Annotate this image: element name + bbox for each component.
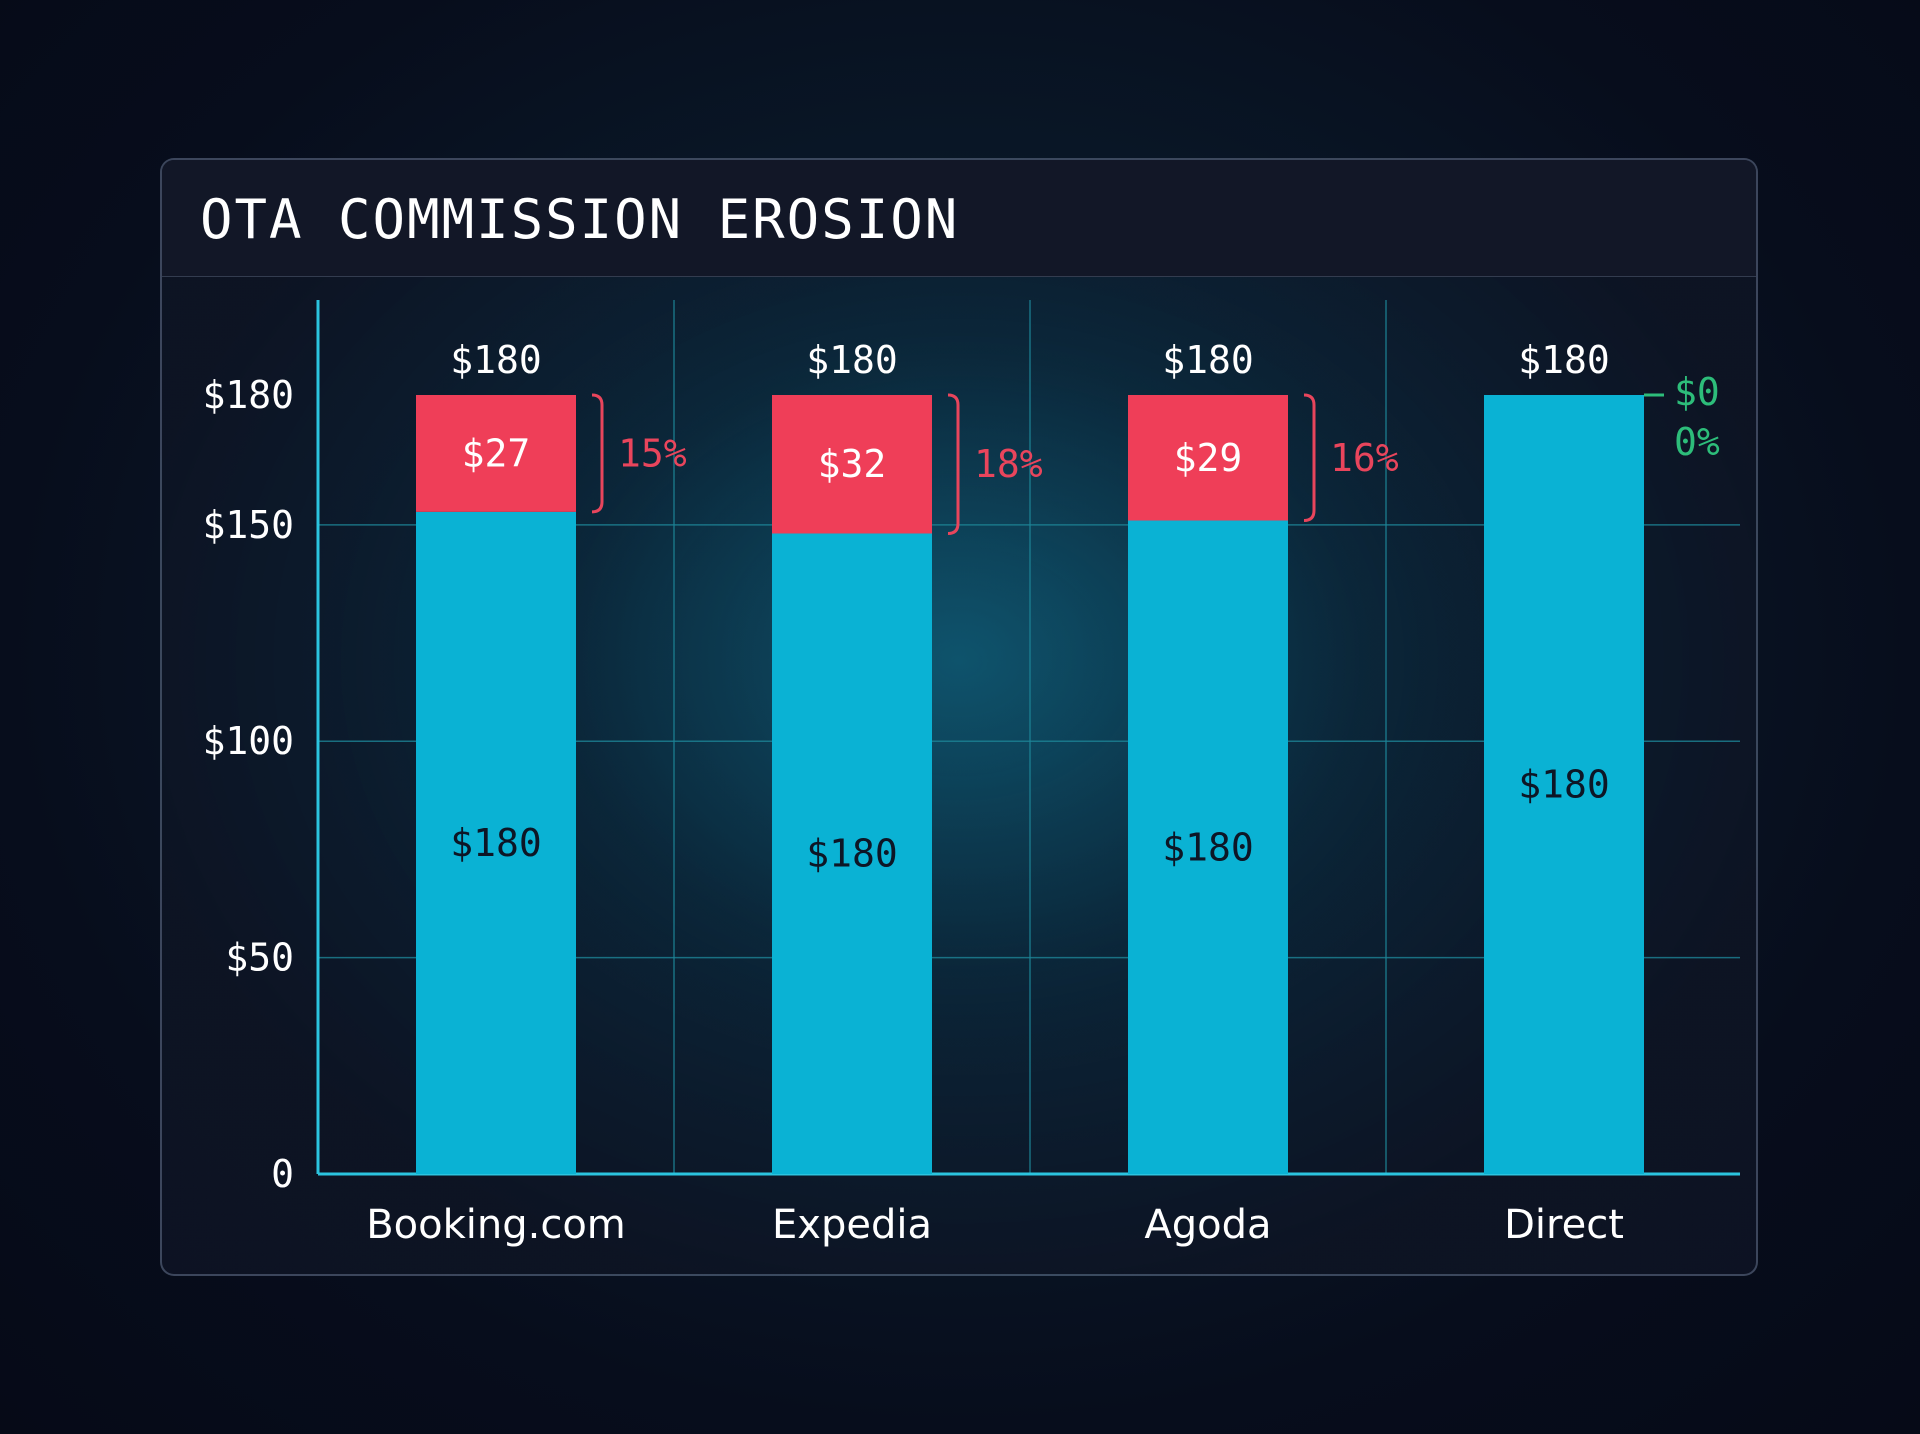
y-tick-label: $180	[202, 373, 294, 417]
bar-net-segment	[416, 511, 576, 1175]
y-tick-label: $150	[202, 503, 294, 547]
bar-inner-value-label: $180	[806, 832, 898, 876]
y-tick-label: $100	[202, 719, 294, 763]
commission-bracket	[947, 393, 960, 535]
commission-bracket	[1303, 393, 1316, 523]
bar-commission-segment	[772, 395, 932, 534]
bar-total-label: $180	[806, 338, 898, 382]
y-tick-label: 0	[271, 1152, 294, 1196]
commission-percent-label: 0%	[1674, 420, 1720, 464]
chart-panel: OTA COMMISSION EROSION 0 $50 $100 $150 $180 $…	[160, 158, 1758, 1276]
bar-total-label: $180	[450, 338, 542, 382]
bar-net-segment	[1128, 520, 1288, 1174]
bar-chart: 0 $50 $100 $150 $180 $27 15% $180 $180 Booking.co…	[202, 300, 1740, 1248]
bar-total-label: $180	[1162, 338, 1254, 382]
bar-inner-value-label: $180	[1162, 825, 1254, 869]
bar-commission-segment	[416, 395, 576, 512]
bar-net-segment	[772, 533, 932, 1174]
bar-total-label: $180	[1518, 338, 1610, 382]
x-category-label: Agoda	[1144, 1202, 1271, 1248]
bar-inner-value-label: $180	[450, 821, 542, 865]
bar-inner-value-label: $180	[1518, 763, 1610, 807]
commission-bracket	[591, 393, 604, 514]
x-category-label: Expedia	[772, 1202, 932, 1248]
x-category-label: Direct	[1504, 1202, 1624, 1248]
y-tick-label: $50	[225, 936, 294, 980]
commission-value-label: $29	[1174, 436, 1243, 480]
commission-percent-label: 18%	[974, 442, 1043, 486]
commission-value-label: $32	[818, 442, 887, 486]
bar-net-segment	[1484, 395, 1644, 1174]
chart-title: OTA COMMISSION EROSION	[200, 188, 960, 251]
x-category-label: Booking.com	[366, 1202, 626, 1248]
commission-value-label: $0	[1674, 370, 1720, 414]
panel-header: OTA COMMISSION EROSION	[162, 160, 1756, 277]
bar-commission-segment	[1128, 395, 1288, 521]
commission-percent-label: 16%	[1330, 436, 1399, 480]
commission-value-label: $27	[462, 431, 531, 475]
commission-percent-label: 15%	[618, 431, 687, 475]
